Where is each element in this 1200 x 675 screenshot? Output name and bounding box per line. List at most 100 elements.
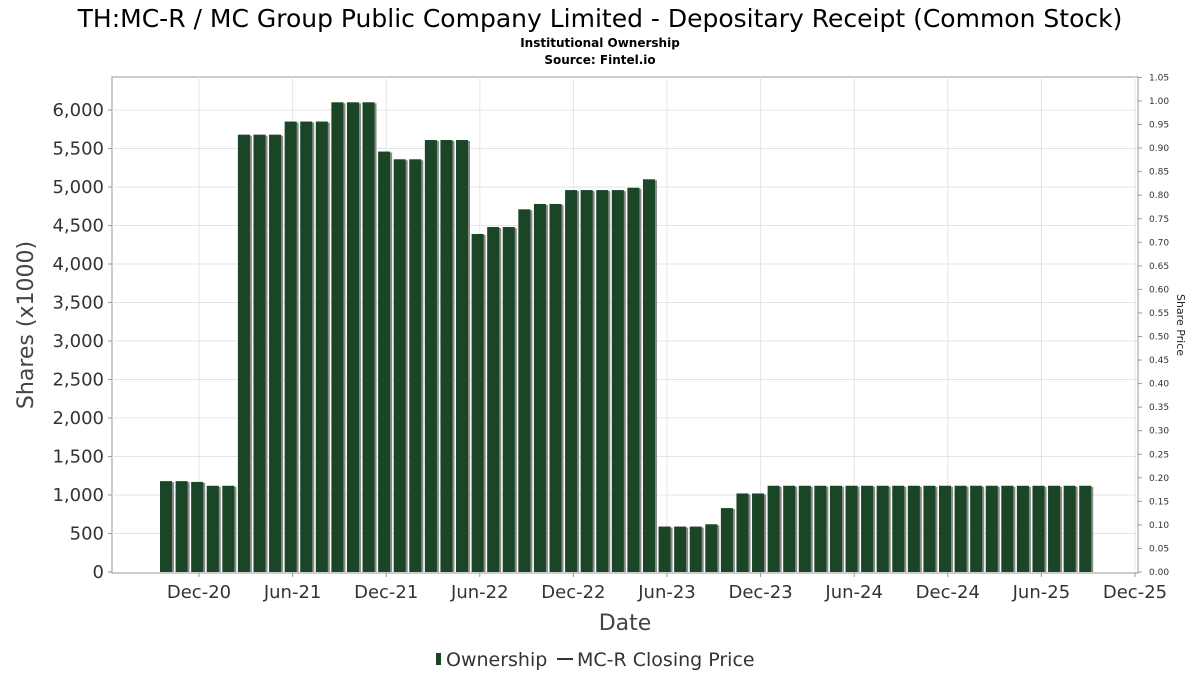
ownership-bar <box>783 485 796 572</box>
y2-tick-label: 0.50 <box>1149 333 1169 343</box>
x-axis-label: Date <box>599 611 652 636</box>
ownership-bar <box>284 121 297 573</box>
ownership-bar <box>705 524 718 572</box>
ownership-bar <box>331 102 344 573</box>
ownership-bar <box>923 485 936 572</box>
legend-price-label: MC-R Closing Price <box>577 649 755 671</box>
ownership-bar <box>736 493 749 572</box>
ownership-bar <box>939 485 951 572</box>
ownership-bar <box>1032 485 1045 572</box>
y-tick-label: 3,000 <box>52 331 104 352</box>
ownership-bar <box>861 485 874 572</box>
x-tick-label: Jun-23 <box>637 582 696 603</box>
ownership-bar <box>1016 485 1029 572</box>
y2-tick-label: 0.00 <box>1149 568 1169 578</box>
ownership-bar <box>580 190 593 572</box>
ownership-bar <box>253 134 266 572</box>
x-tick-label: Jun-22 <box>450 582 509 603</box>
y2-tick-label: 0.20 <box>1149 474 1169 484</box>
ownership-bar <box>456 140 469 572</box>
y-tick-label: 4,500 <box>52 216 104 237</box>
ownership-bar <box>424 140 437 572</box>
x-tick-label: Dec-22 <box>541 582 605 603</box>
ownership-bar <box>689 526 702 572</box>
ownership-bar <box>1001 485 1014 572</box>
ownership-bar <box>627 187 640 572</box>
ownership-bar <box>175 481 188 572</box>
x-tick-label: Jun-21 <box>263 582 322 603</box>
y2-tick-label: 0.15 <box>1149 497 1169 507</box>
ownership-bar <box>829 485 842 572</box>
ownership-bar <box>752 493 765 572</box>
y2-tick-label: 1.00 <box>1149 97 1169 107</box>
chart-subtitle: Institutional Ownership <box>520 36 680 50</box>
ownership-bar <box>954 485 967 572</box>
y-tick-label: 500 <box>70 524 104 545</box>
chart-title: TH:MC-R / MC Group Public Company Limite… <box>77 4 1123 33</box>
y2-tick-label: 0.05 <box>1149 544 1169 554</box>
x-tick-label: Dec-24 <box>916 582 980 603</box>
y-tick-label: 1,000 <box>52 485 104 506</box>
ownership-bar <box>549 203 562 572</box>
y2-tick-label: 0.35 <box>1149 403 1169 413</box>
ownership-bar <box>160 481 172 572</box>
ownership-bar <box>300 121 313 573</box>
ownership-bar <box>409 159 422 572</box>
ownership-bars <box>160 102 1094 573</box>
x-tick-label: Dec-23 <box>728 582 792 603</box>
y2-tick-label: 0.25 <box>1149 450 1169 460</box>
x-axis-ticks: Dec-20 Jun-21 Dec-21 Jun-22 Dec-22 Jun-23 Dec-… <box>112 572 1167 603</box>
ownership-bar <box>1048 485 1061 572</box>
y2-tick-label: 1.05 <box>1149 73 1169 83</box>
ownership-bar <box>970 485 983 572</box>
ownership-bar <box>907 485 920 572</box>
ownership-bar <box>533 203 546 572</box>
y-tick-label: 1,500 <box>52 447 104 468</box>
legend-ownership-label: Ownership <box>446 649 547 671</box>
y2-tick-label: 0.80 <box>1149 191 1169 201</box>
y2-tick-label: 0.75 <box>1149 215 1169 225</box>
ownership-bar <box>611 190 624 572</box>
y2-tick-label: 0.90 <box>1149 144 1169 154</box>
ownership-bar <box>814 485 827 572</box>
y2-tick-label: 0.60 <box>1149 285 1169 295</box>
ownership-bar <box>876 485 889 572</box>
y2-tick-label: 0.95 <box>1149 121 1169 131</box>
y-tick-label: 2,000 <box>52 408 104 429</box>
y2-axis-ticks: 0.00 0.05 0.10 0.15 0.20 0.25 0.30 0.35 0.40 0.45… <box>1138 73 1169 578</box>
chart-source: Source: Fintel.io <box>544 53 655 67</box>
ownership-bar <box>315 121 328 573</box>
ownership-bar <box>798 485 811 572</box>
ownership-bar <box>378 151 391 572</box>
ownership-bar <box>985 485 998 572</box>
ownership-bar <box>440 140 453 572</box>
x-tick-label: Dec-21 <box>354 582 418 603</box>
ownership-bar <box>502 227 515 573</box>
ownership-bar <box>471 233 484 572</box>
y2-axis-label: Share Price <box>1174 294 1187 356</box>
legend-ownership-swatch <box>436 653 441 665</box>
ownership-bar <box>720 508 733 572</box>
y-tick-label: 4,000 <box>52 254 104 275</box>
ownership-bar <box>1063 485 1076 572</box>
y2-tick-label: 0.85 <box>1149 168 1169 178</box>
legend: Ownership MC-R Closing Price <box>436 649 755 671</box>
y-axis-label: Shares (x1000) <box>14 241 39 409</box>
y-tick-label: 5,000 <box>52 177 104 198</box>
y-axis-ticks: 0 500 1,000 1,500 2,000 2,500 3,000 3,500 4,000 4… <box>52 100 112 583</box>
y-tick-label: 2,500 <box>52 370 104 391</box>
ownership-bar <box>642 179 655 573</box>
ownership-bar <box>674 526 687 572</box>
y-tick-label: 0 <box>93 562 104 583</box>
ownership-bar <box>269 134 282 572</box>
ownership-bar <box>892 485 905 572</box>
x-tick-label: Dec-20 <box>167 582 231 603</box>
ownership-bar <box>393 159 406 572</box>
ownership-bar <box>237 134 250 572</box>
ownership-bar <box>658 526 671 572</box>
ownership-bar <box>1079 485 1092 572</box>
y-tick-label: 5,500 <box>52 139 104 160</box>
y2-tick-label: 0.45 <box>1149 356 1169 366</box>
y2-tick-label: 0.10 <box>1149 521 1169 531</box>
x-tick-label: Dec-25 <box>1103 582 1167 603</box>
